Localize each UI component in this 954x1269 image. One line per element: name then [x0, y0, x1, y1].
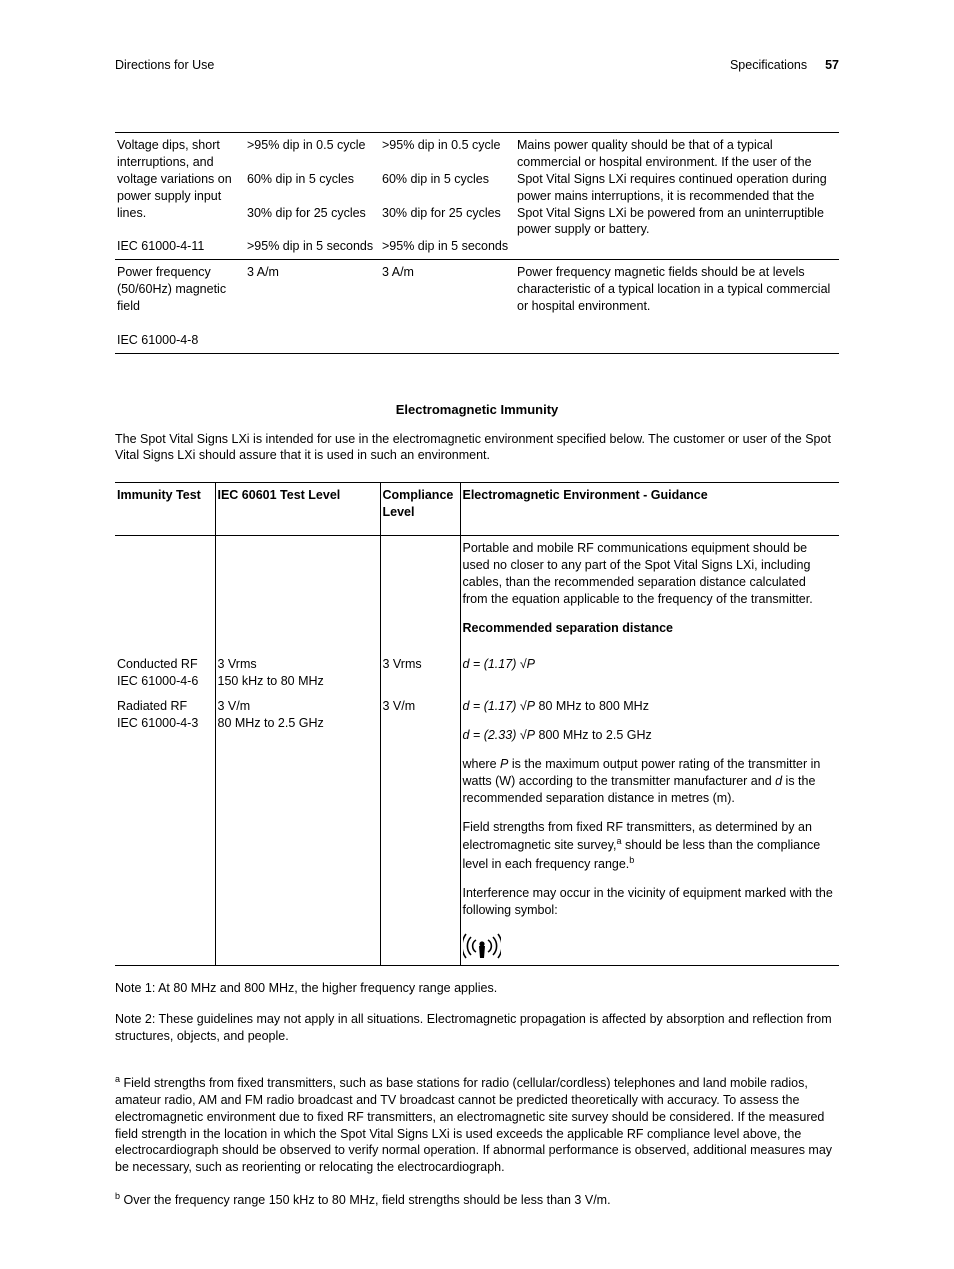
header-right: Specifications 57 — [730, 58, 839, 72]
table-row: Voltage dips, short interruptions, and v… — [115, 133, 839, 260]
cell-guidance: d = (1.17) √P — [460, 652, 839, 694]
footnote-b: b Over the frequency range 150 kHz to 80… — [115, 1190, 839, 1209]
spec-table-continuation: Voltage dips, short interruptions, and v… — [115, 132, 839, 354]
eq-range: 80 MHz to 800 MHz — [535, 699, 649, 713]
th-immunity-test: Immunity Test — [115, 483, 215, 536]
section-intro: The Spot Vital Signs LXi is intended for… — [115, 431, 839, 465]
cell-level: >95% dip in 0.5 cycle 60% dip in 5 cycle… — [245, 133, 380, 260]
cell-compliance: 3 A/m — [380, 260, 515, 353]
section-title: Electromagnetic Immunity — [115, 402, 839, 417]
table-row: Portable and mobile RF communications eq… — [115, 536, 839, 653]
cell-compliance: >95% dip in 0.5 cycle 60% dip in 5 cycle… — [380, 133, 515, 260]
field-strength-text: Field strengths from fixed RF transmitte… — [463, 819, 834, 874]
footnote-a: a Field strengths from fixed transmitter… — [115, 1073, 839, 1176]
cell-level: 3 Vrms 150 kHz to 80 MHz — [215, 652, 380, 694]
equation: d = (1.17) √P — [463, 699, 536, 713]
table-row: Power frequency (50/60Hz) magnetic field… — [115, 260, 839, 353]
eq-range: 800 MHz to 2.5 GHz — [535, 728, 652, 742]
header-left: Directions for Use — [115, 58, 214, 72]
note-2: Note 2: These guidelines may not apply i… — [115, 1011, 839, 1045]
cell-test: Power frequency (50/60Hz) magnetic field… — [115, 260, 245, 353]
cell-guidance: Portable and mobile RF communications eq… — [460, 536, 839, 653]
cell-level: 3 V/m 80 MHz to 2.5 GHz — [215, 694, 380, 966]
rec-sep-label: Recommended separation distance — [463, 620, 834, 637]
immunity-table: Immunity Test IEC 60601 Test Level Compl… — [115, 482, 839, 966]
table-row: Conducted RF IEC 61000-4-6 3 Vrms 150 kH… — [115, 652, 839, 694]
note-1: Note 1: At 80 MHz and 800 MHz, the highe… — [115, 980, 839, 997]
interference-text: Interference may occur in the vicinity o… — [463, 885, 834, 919]
cell-guidance: d = (1.17) √P 80 MHz to 800 MHz d = (2.3… — [460, 694, 839, 966]
where-text: where P is the maximum output power rati… — [463, 756, 834, 807]
cell-test: Conducted RF IEC 61000-4-6 — [115, 652, 215, 694]
cell-empty — [215, 536, 380, 653]
cell-empty — [115, 536, 215, 653]
cell-compliance: 3 Vrms — [380, 652, 460, 694]
cell-test: Radiated RF IEC 61000-4-3 — [115, 694, 215, 966]
page-container: Directions for Use Specifications 57 Vol… — [0, 0, 954, 1269]
th-guidance: Electromagnetic Environment - Guidance — [460, 483, 839, 536]
page-number: 57 — [825, 58, 839, 72]
cell-compliance: 3 V/m — [380, 694, 460, 966]
th-compliance-level: Compliance Level — [380, 483, 460, 536]
footnote-b-text: Over the frequency range 150 kHz to 80 M… — [120, 1193, 611, 1207]
th-test-level: IEC 60601 Test Level — [215, 483, 380, 536]
equation: d = (2.33) √P — [463, 728, 536, 742]
cell-empty — [380, 536, 460, 653]
footnote-a-text: Field strengths from fixed transmitters,… — [115, 1076, 832, 1174]
cell-test: Voltage dips, short interruptions, and v… — [115, 133, 245, 260]
rf-interference-symbol — [463, 931, 834, 961]
cell-guidance: Mains power quality should be that of a … — [515, 133, 839, 260]
rf-symbol-icon — [463, 931, 501, 961]
equation: d = (1.17) √P — [463, 657, 536, 671]
header-section: Specifications — [730, 58, 807, 72]
cell-level: 3 A/m — [245, 260, 380, 353]
cell-guidance: Power frequency magnetic fields should b… — [515, 260, 839, 353]
guidance-intro: Portable and mobile RF communications eq… — [463, 540, 834, 608]
table-header-row: Immunity Test IEC 60601 Test Level Compl… — [115, 483, 839, 536]
table-row: Radiated RF IEC 61000-4-3 3 V/m 80 MHz t… — [115, 694, 839, 966]
page-header: Directions for Use Specifications 57 — [115, 58, 839, 72]
